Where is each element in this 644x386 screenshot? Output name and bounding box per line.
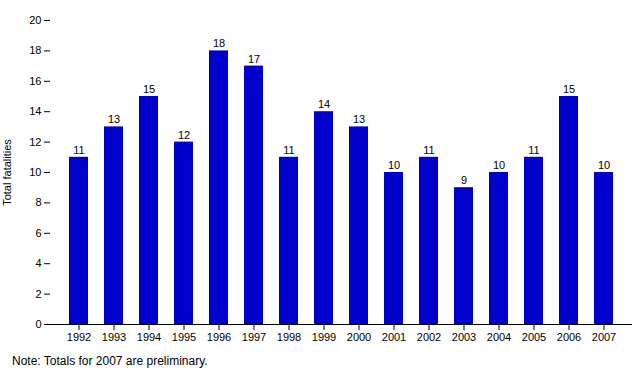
svg-text:1996: 1996 (207, 331, 231, 343)
svg-text:18: 18 (213, 37, 225, 49)
svg-text:2003: 2003 (452, 331, 476, 343)
svg-text:11: 11 (283, 144, 294, 156)
svg-text:8: 8 (35, 196, 41, 208)
svg-text:2000: 2000 (347, 331, 371, 343)
svg-text:10: 10 (388, 159, 400, 171)
svg-text:2002: 2002 (417, 331, 441, 343)
svg-text:17: 17 (248, 53, 260, 65)
svg-text:12: 12 (29, 136, 41, 148)
svg-text:18: 18 (29, 44, 41, 56)
svg-text:Total fatalities: Total fatalities (1, 139, 13, 206)
svg-text:1997: 1997 (242, 331, 266, 343)
svg-text:12: 12 (178, 129, 190, 141)
svg-text:9: 9 (461, 174, 467, 186)
svg-text:2: 2 (35, 288, 41, 300)
svg-text:1998: 1998 (277, 331, 301, 343)
svg-text:1992: 1992 (67, 331, 91, 343)
svg-text:0: 0 (35, 318, 41, 330)
svg-text:11: 11 (73, 144, 84, 156)
svg-text:1995: 1995 (172, 331, 196, 343)
html-text:Note: Totals for 2007 are prel: Note: Totals for 2007 are preliminary. (12, 354, 208, 368)
svg-text:2004: 2004 (487, 331, 511, 343)
svg-text:2006: 2006 (557, 331, 581, 343)
svg-text:10: 10 (598, 159, 610, 171)
svg-text:10: 10 (493, 159, 505, 171)
svg-text:15: 15 (563, 83, 575, 95)
svg-text:13: 13 (353, 113, 365, 125)
svg-text:2001: 2001 (382, 331, 406, 343)
svg-text:13: 13 (108, 113, 120, 125)
svg-text:11: 11 (528, 144, 539, 156)
svg-text:1993: 1993 (102, 331, 126, 343)
svg-text:16: 16 (29, 75, 41, 87)
svg-text:1994: 1994 (137, 331, 161, 343)
svg-text:2005: 2005 (522, 331, 546, 343)
svg-text:15: 15 (143, 83, 155, 95)
svg-text:14: 14 (29, 105, 41, 117)
svg-text:14: 14 (318, 98, 330, 110)
svg-text:2007: 2007 (592, 331, 616, 343)
svg-text:4: 4 (35, 257, 41, 269)
svg-text:20: 20 (29, 14, 41, 26)
svg-text:1999: 1999 (312, 331, 336, 343)
svg-text:11: 11 (423, 144, 434, 156)
svg-text:6: 6 (35, 227, 41, 239)
svg-text:10: 10 (29, 166, 41, 178)
